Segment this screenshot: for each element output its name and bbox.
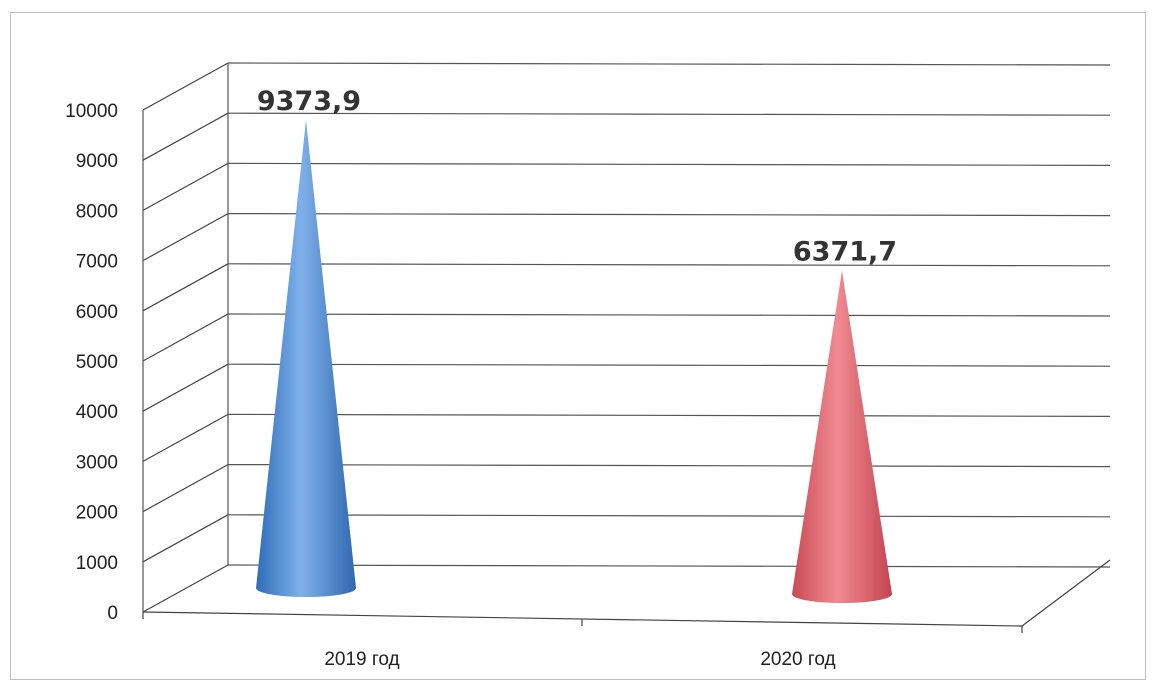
- gridline-depth-10: [142, 62, 229, 111]
- gridline-depth-5: [142, 313, 229, 362]
- gridline-back-6: [227, 263, 1111, 267]
- gridline-depth-7: [142, 213, 229, 262]
- label-layer: 0 1000 2000 3000 4000 5000 6000 7000 8000 9000 100…: [65, 86, 897, 670]
- axis-layer: [142, 63, 1111, 633]
- gridline-back-3: [227, 413, 1111, 417]
- gridline-back-8: [227, 162, 1111, 166]
- gridline-depth-8: [142, 162, 229, 211]
- y-tick-label-9: 9000: [76, 151, 118, 172]
- grid-layer: [142, 62, 1111, 613]
- gridline-back-2: [227, 464, 1111, 468]
- y-tick-label-5: 5000: [76, 352, 118, 373]
- gridline-back-10: [227, 62, 1111, 66]
- y-tick-label-8: 8000: [76, 201, 118, 222]
- gridline-back-9: [227, 112, 1111, 116]
- gridline-back-5: [227, 313, 1111, 317]
- gridline-back-0: [227, 564, 1111, 568]
- data-label-2: 6371,7: [793, 237, 897, 268]
- gridline-depth-3: [142, 413, 229, 462]
- chart-frame: [10, 12, 1146, 680]
- y-tick-label-0: 0: [107, 603, 118, 624]
- x-category-label-2: 2020 год: [760, 649, 835, 670]
- cone-1: [256, 119, 356, 597]
- data-label-1: 9373,9: [257, 86, 361, 117]
- y-tick-label-1: 1000: [76, 553, 118, 574]
- cone-2: [792, 270, 892, 603]
- gridline-back-7: [227, 213, 1111, 217]
- y-tick-label-10: 10000: [65, 101, 118, 122]
- gridline-depth-4: [142, 363, 229, 412]
- y-tick-label-4: 4000: [76, 402, 118, 423]
- gridline-back-1: [227, 514, 1111, 518]
- gridline-depth-9: [142, 112, 229, 161]
- gridline-back-4: [227, 363, 1111, 367]
- floor-right-edge: [1021, 559, 1111, 627]
- y-tick-label-7: 7000: [76, 252, 118, 273]
- y-tick-label-6: 6000: [76, 302, 118, 323]
- gridline-depth-1: [142, 514, 229, 563]
- y-tick-label-2: 2000: [76, 503, 118, 524]
- gridline-depth-6: [142, 263, 229, 312]
- marks-layer: [256, 119, 892, 603]
- x-category-label-1: 2019 год: [324, 649, 399, 670]
- gridline-depth-2: [142, 464, 229, 513]
- gridline-depth-0: [142, 564, 229, 613]
- y-tick-label-3: 3000: [76, 452, 118, 473]
